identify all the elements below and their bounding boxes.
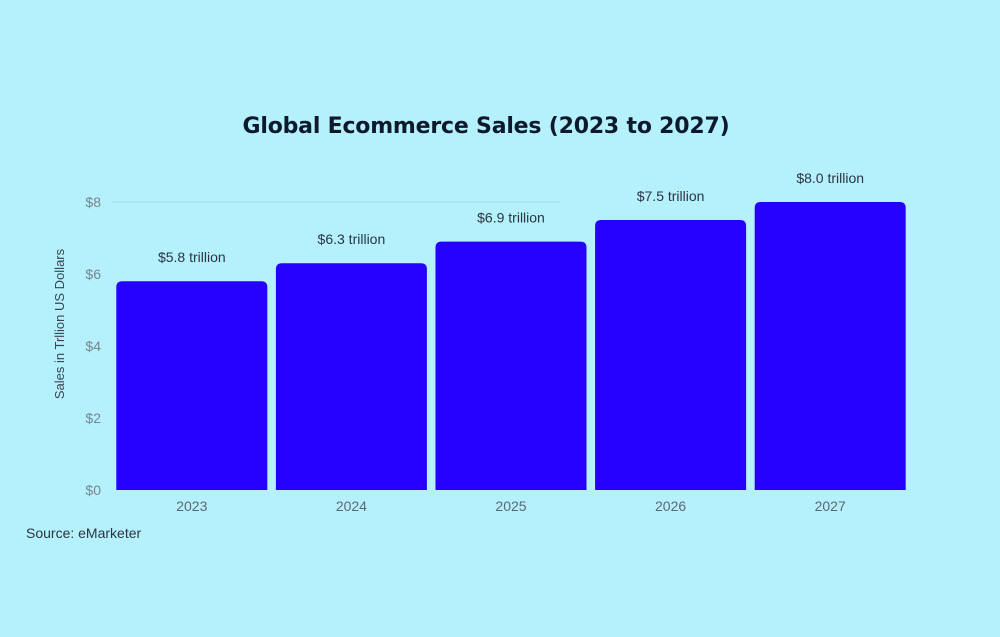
y-axis: $0 $2 $4 $6 $8 <box>85 194 560 498</box>
data-label-2026: $7.5 trillion <box>637 188 705 204</box>
x-tick-label: 2026 <box>655 498 686 514</box>
y-tick-label: $6 <box>85 266 101 282</box>
data-label-2025: $6.9 trillion <box>477 210 545 226</box>
chart-title: Global Ecommerce Sales (2023 to 2027) <box>242 114 730 139</box>
y-axis-title: Sales in Trllion US Dollars <box>52 248 67 399</box>
x-tick-label: 2024 <box>336 498 367 514</box>
bar-2025 <box>435 241 587 490</box>
bars-group: $5.8 trillion $6.3 trillion $6.9 trillion $… <box>116 170 906 490</box>
x-tick-label: 2025 <box>495 498 526 514</box>
data-label-2023: $5.8 trillion <box>158 249 226 265</box>
data-label-2024: $6.3 trillion <box>318 231 386 247</box>
x-axis: 2023 2024 2025 2026 2027 <box>176 498 846 514</box>
x-tick-label: 2027 <box>815 498 846 514</box>
x-tick-label: 2023 <box>176 498 207 514</box>
y-tick-label: $8 <box>85 194 101 210</box>
y-tick-label: $0 <box>85 482 101 498</box>
source-note: Source: eMarketer <box>26 525 142 541</box>
y-tick-label: $4 <box>85 338 101 354</box>
data-label-2027: $8.0 trillion <box>796 170 864 186</box>
bar-2023 <box>116 281 268 490</box>
bar-2024 <box>275 263 427 490</box>
bar-2026 <box>595 220 747 490</box>
y-tick-label: $2 <box>85 410 101 426</box>
bar-2027 <box>754 202 906 490</box>
